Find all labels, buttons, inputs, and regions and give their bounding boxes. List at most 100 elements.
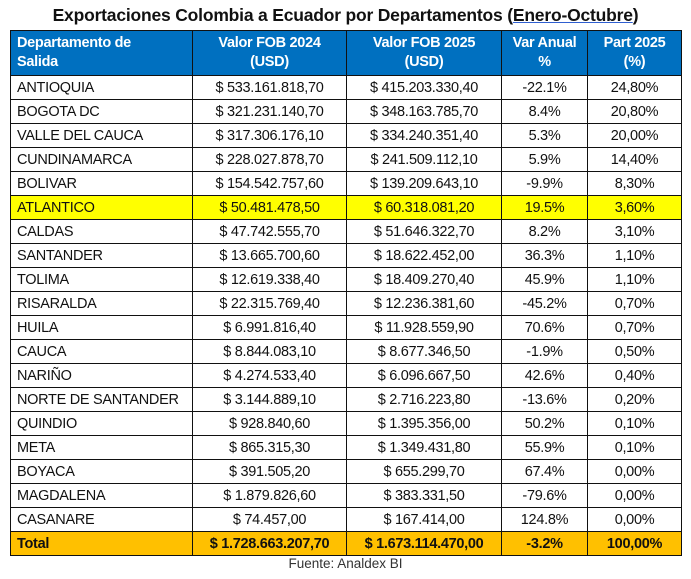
cell-department: NORTE DE SANTANDER bbox=[10, 387, 193, 412]
cell-part-2025: 24,80% bbox=[587, 75, 682, 100]
cell-fob-2025: $ 6.096.667,50 bbox=[346, 363, 502, 388]
cell-fob-2024: $ 928.840,60 bbox=[192, 411, 347, 436]
header-label: (USD) bbox=[404, 54, 444, 70]
cell-fob-2024: $ 8.844.083,10 bbox=[192, 339, 347, 364]
title-text: Exportaciones Colombia a Ecuador por Dep… bbox=[52, 5, 513, 25]
header-label: Var Anual bbox=[512, 35, 577, 51]
cell-var-anual: 19.5% bbox=[501, 195, 588, 220]
table-row: VALLE DEL CAUCA $ 317.306.176,10 $ 334.240… bbox=[10, 123, 682, 148]
cell-var-anual: -3.2% bbox=[501, 531, 588, 556]
table-row: BOLIVAR $ 154.542.757,60 $ 139.209.643,10-… bbox=[10, 171, 682, 196]
table-row: SANTANDER $ 13.665.700,60 $ 18.622.452,00 3… bbox=[10, 243, 682, 268]
cell-var-anual: -22.1% bbox=[501, 75, 588, 100]
header-department: Departamento de Salida bbox=[10, 30, 193, 76]
cell-department: META bbox=[10, 435, 193, 460]
cell-part-2025: 0,70% bbox=[587, 291, 682, 316]
cell-part-2025: 100,00% bbox=[587, 531, 682, 556]
cell-fob-2025: $ 139.209.643,10 bbox=[346, 171, 502, 196]
cell-fob-2025: $ 51.646.322,70 bbox=[346, 219, 502, 244]
table-row: MAGDALENA $ 1.879.826,60 $ 383.331,50 -79.6… bbox=[10, 483, 682, 508]
cell-var-anual: 45.9% bbox=[501, 267, 588, 292]
cell-department: CALDAS bbox=[10, 219, 193, 244]
table-row: CAUCA $ 8.844.083,10 $ 8.677.346,50 -1.9% 0,… bbox=[10, 339, 682, 364]
table-row: CASANARE $ 74.457,00 $ 167.414,00 124.8% 0,0… bbox=[10, 507, 682, 532]
cell-var-anual: 5.3% bbox=[501, 123, 588, 148]
cell-var-anual: -45.2% bbox=[501, 291, 588, 316]
cell-department: BOLIVAR bbox=[10, 171, 193, 196]
cell-department: ANTIOQUIA bbox=[10, 75, 193, 100]
title-suffix: ) bbox=[632, 5, 639, 25]
source-note: Fuente: Analdex BI bbox=[288, 556, 403, 571]
cell-fob-2024: $ 391.505,20 bbox=[192, 459, 347, 484]
cell-fob-2025: $ 8.677.346,50 bbox=[346, 339, 502, 364]
cell-var-anual: 8.2% bbox=[501, 219, 588, 244]
cell-fob-2024: $ 3.144.889,10 bbox=[192, 387, 347, 412]
cell-part-2025: 0,10% bbox=[587, 435, 682, 460]
cell-department: ATLANTICO bbox=[10, 195, 193, 220]
cell-var-anual: -9.9% bbox=[501, 171, 588, 196]
header-fob-2024: Valor FOB 2024 (USD) bbox=[192, 30, 347, 76]
cell-department: NARIÑO bbox=[10, 363, 193, 388]
cell-var-anual: 36.3% bbox=[501, 243, 588, 268]
cell-fob-2024: $ 321.231.140,70 bbox=[192, 99, 347, 124]
header-part-2025: Part 2025 (%) bbox=[587, 30, 682, 76]
cell-fob-2025: $ 167.414,00 bbox=[346, 507, 502, 532]
table-row: ANTIOQUIA $ 533.161.818,70 $ 415.203.330,4… bbox=[10, 75, 682, 100]
cell-fob-2024: $ 74.457,00 bbox=[192, 507, 347, 532]
table-row: CUNDINAMARCA $ 228.027.878,70 $ 241.509.11… bbox=[10, 147, 682, 172]
table-row: HUILA $ 6.991.816,40 $ 11.928.559,90 70.6% 0… bbox=[10, 315, 682, 340]
cell-var-anual: 124.8% bbox=[501, 507, 588, 532]
cell-fob-2025: $ 18.622.452,00 bbox=[346, 243, 502, 268]
table-row: BOYACA $ 391.505,20 $ 655.299,70 67.4% 0,00% bbox=[10, 459, 682, 484]
cell-part-2025: 3,10% bbox=[587, 219, 682, 244]
cell-fob-2025: $ 11.928.559,90 bbox=[346, 315, 502, 340]
cell-part-2025: 3,60% bbox=[587, 195, 682, 220]
cell-fob-2025: $ 241.509.112,10 bbox=[346, 147, 502, 172]
cell-fob-2025: $ 12.236.381,60 bbox=[346, 291, 502, 316]
cell-fob-2024: $ 154.542.757,60 bbox=[192, 171, 347, 196]
cell-var-anual: 5.9% bbox=[501, 147, 588, 172]
cell-fob-2024: $ 865.315,30 bbox=[192, 435, 347, 460]
cell-var-anual: 8.4% bbox=[501, 99, 588, 124]
cell-department: HUILA bbox=[10, 315, 193, 340]
cell-department: MAGDALENA bbox=[10, 483, 193, 508]
cell-part-2025: 0,40% bbox=[587, 363, 682, 388]
cell-fob-2024: $ 13.665.700,60 bbox=[192, 243, 347, 268]
table-row: TOLIMA $ 12.619.338,40 $ 18.409.270,40 45.9… bbox=[10, 267, 682, 292]
table-row: META $ 865.315,30 $ 1.349.431,80 55.9% 0,10% bbox=[10, 435, 682, 460]
header-fob-2025: Valor FOB 2025 (USD) bbox=[346, 30, 502, 76]
cell-part-2025: 0,50% bbox=[587, 339, 682, 364]
cell-department: SANTANDER bbox=[10, 243, 193, 268]
cell-department: VALLE DEL CAUCA bbox=[10, 123, 193, 148]
cell-part-2025: 8,30% bbox=[587, 171, 682, 196]
table-row: NORTE DE SANTANDER $ 3.144.889,10 $ 2.716.… bbox=[10, 387, 682, 412]
cell-department: Total bbox=[10, 531, 193, 556]
header-var-anual: Var Anual% bbox=[501, 30, 588, 76]
cell-department: CAUCA bbox=[10, 339, 193, 364]
header-label: Departamento de bbox=[17, 35, 131, 51]
cell-fob-2025: $ 383.331,50 bbox=[346, 483, 502, 508]
cell-var-anual: 50.2% bbox=[501, 411, 588, 436]
cell-fob-2024: $ 317.306.176,10 bbox=[192, 123, 347, 148]
cell-fob-2024: $ 533.161.818,70 bbox=[192, 75, 347, 100]
cell-fob-2024: $ 50.481.478,50 bbox=[192, 195, 347, 220]
cell-part-2025: 0,70% bbox=[587, 315, 682, 340]
cell-fob-2025: $ 334.240.351,40 bbox=[346, 123, 502, 148]
cell-fob-2025: $ 18.409.270,40 bbox=[346, 267, 502, 292]
cell-fob-2025: $ 60.318.081,20 bbox=[346, 195, 502, 220]
cell-var-anual: -1.9% bbox=[501, 339, 588, 364]
cell-var-anual: 70.6% bbox=[501, 315, 588, 340]
header-label: (USD) bbox=[250, 54, 289, 70]
table-row: NARIÑO $ 4.274.533,40 $ 6.096.667,50 42.6% 0… bbox=[10, 363, 682, 388]
cell-fob-2024: $ 1.879.826,60 bbox=[192, 483, 347, 508]
cell-var-anual: 67.4% bbox=[501, 459, 588, 484]
cell-fob-2024: $ 12.619.338,40 bbox=[192, 267, 347, 292]
header-label: Salida bbox=[17, 54, 58, 70]
cell-part-2025: 1,10% bbox=[587, 243, 682, 268]
cell-department: RISARALDA bbox=[10, 291, 193, 316]
header-label: % bbox=[538, 54, 551, 70]
header-label: Valor FOB 2024 bbox=[218, 35, 321, 51]
cell-var-anual: 55.9% bbox=[501, 435, 588, 460]
cell-part-2025: 14,40% bbox=[587, 147, 682, 172]
cell-part-2025: 0,00% bbox=[587, 459, 682, 484]
